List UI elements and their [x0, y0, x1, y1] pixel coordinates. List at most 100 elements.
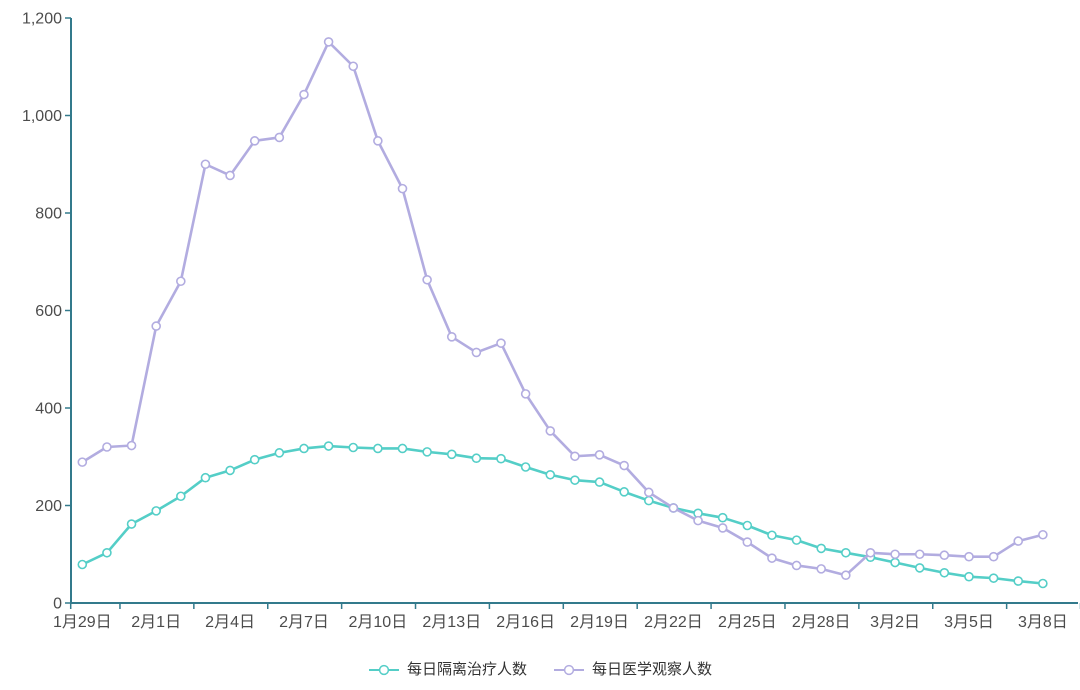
- data-point[interactable]: [397, 183, 408, 194]
- data-point[interactable]: [594, 477, 605, 487]
- data-point[interactable]: [594, 449, 605, 460]
- data-point[interactable]: [176, 276, 186, 287]
- data-point[interactable]: [767, 553, 777, 563]
- data-point[interactable]: [865, 547, 876, 558]
- data-point[interactable]: [964, 551, 974, 562]
- data-point[interactable]: [816, 543, 827, 554]
- y-axis-tick-label: 1,200: [22, 11, 62, 28]
- data-point[interactable]: [890, 549, 900, 560]
- data-point[interactable]: [939, 550, 950, 561]
- data-point[interactable]: [397, 443, 408, 454]
- data-point[interactable]: [693, 515, 703, 526]
- data-point[interactable]: [668, 503, 679, 513]
- data-point[interactable]: [988, 573, 999, 583]
- data-point[interactable]: [348, 442, 359, 453]
- y-axis-tick-label: 1,000: [22, 108, 62, 125]
- legend-line-marker-icon: [368, 664, 399, 676]
- x-axis-tick-label: 2月7日: [279, 614, 329, 631]
- data-point[interactable]: [151, 321, 161, 331]
- data-point[interactable]: [225, 170, 235, 181]
- data-point[interactable]: [619, 487, 629, 497]
- data-point[interactable]: [890, 557, 900, 568]
- data-point[interactable]: [102, 547, 112, 558]
- data-point[interactable]: [299, 443, 309, 454]
- data-point[interactable]: [914, 549, 925, 560]
- data-point[interactable]: [939, 567, 950, 578]
- data-point[interactable]: [545, 426, 556, 436]
- y-axis-tick-label: 600: [35, 303, 62, 320]
- data-point[interactable]: [200, 472, 211, 483]
- data-point[interactable]: [274, 448, 285, 458]
- data-point[interactable]: [446, 332, 457, 342]
- y-axis-tick-label: 0: [53, 596, 62, 613]
- data-point[interactable]: [348, 61, 359, 72]
- x-axis-tick-label: 2月19日: [570, 614, 629, 631]
- data-point[interactable]: [1013, 576, 1024, 586]
- data-point[interactable]: [717, 512, 728, 523]
- legend-item-medical-observation[interactable]: 每日医学观察人数: [553, 660, 712, 680]
- series-1: [77, 37, 1048, 581]
- legend-item-isolation-treatment[interactable]: 每日隔离治疗人数: [368, 660, 527, 680]
- data-point[interactable]: [77, 457, 88, 467]
- line-chart: 0 200 400 600 800 1,000 1,200 1月29日 2月1日 2月4日 2月7日…: [22, 11, 1080, 631]
- data-point[interactable]: [274, 132, 285, 143]
- data-point[interactable]: [299, 89, 309, 100]
- data-point[interactable]: [767, 530, 777, 541]
- data-point[interactable]: [126, 519, 137, 529]
- data-point[interactable]: [496, 338, 506, 348]
- data-point[interactable]: [471, 453, 482, 464]
- x-axis-tick-label: 1月29日: [53, 614, 112, 631]
- data-point[interactable]: [373, 136, 383, 146]
- data-point[interactable]: [841, 547, 851, 558]
- data-point[interactable]: [77, 559, 88, 570]
- legend-line-marker-icon: [554, 664, 584, 676]
- legend: 每日隔离治疗人数 每日医学观察人数: [0, 660, 1080, 680]
- data-point[interactable]: [225, 465, 235, 476]
- data-point[interactable]: [570, 451, 580, 462]
- data-point[interactable]: [249, 136, 260, 146]
- data-point[interactable]: [1038, 529, 1048, 540]
- data-point[interactable]: [816, 564, 827, 574]
- data-point[interactable]: [323, 441, 334, 451]
- data-point[interactable]: [742, 520, 753, 531]
- data-point[interactable]: [742, 537, 753, 547]
- data-point[interactable]: [914, 563, 925, 573]
- data-point[interactable]: [791, 535, 802, 545]
- data-point[interactable]: [151, 506, 161, 516]
- x-axis-tick-label: 3月8日: [1018, 614, 1068, 631]
- x-axis-tick-label: 2月16日: [496, 614, 555, 631]
- data-point[interactable]: [471, 347, 482, 358]
- data-point[interactable]: [791, 560, 802, 571]
- data-point[interactable]: [176, 491, 186, 502]
- data-point[interactable]: [249, 454, 260, 465]
- x-axis-tick-label: 3月2日: [870, 614, 920, 631]
- data-point[interactable]: [520, 462, 531, 472]
- data-point[interactable]: [496, 453, 506, 464]
- data-point[interactable]: [619, 460, 629, 471]
- data-point[interactable]: [1013, 536, 1024, 546]
- data-point[interactable]: [570, 475, 580, 485]
- data-point[interactable]: [643, 487, 654, 498]
- data-point[interactable]: [988, 551, 999, 562]
- x-axis-tick-label: 2月4日: [205, 614, 255, 631]
- data-point[interactable]: [1038, 578, 1048, 589]
- data-point[interactable]: [717, 523, 728, 533]
- data-point[interactable]: [446, 449, 457, 460]
- y-axis-tick-label: 400: [35, 401, 62, 418]
- data-point[interactable]: [841, 570, 851, 581]
- data-point[interactable]: [520, 389, 531, 399]
- data-point[interactable]: [545, 469, 556, 480]
- series-line: [81, 444, 1045, 585]
- y-axis-tick-label: 800: [35, 206, 62, 223]
- data-point[interactable]: [643, 495, 654, 506]
- data-point[interactable]: [422, 274, 432, 285]
- data-point[interactable]: [373, 443, 383, 454]
- data-point[interactable]: [964, 571, 974, 582]
- legend-label-isolation-treatment: 每日隔离治疗人数: [406, 661, 527, 678]
- data-point[interactable]: [422, 447, 432, 457]
- data-point[interactable]: [200, 159, 211, 170]
- data-point[interactable]: [323, 37, 334, 47]
- data-point[interactable]: [102, 442, 112, 452]
- data-point[interactable]: [126, 440, 137, 451]
